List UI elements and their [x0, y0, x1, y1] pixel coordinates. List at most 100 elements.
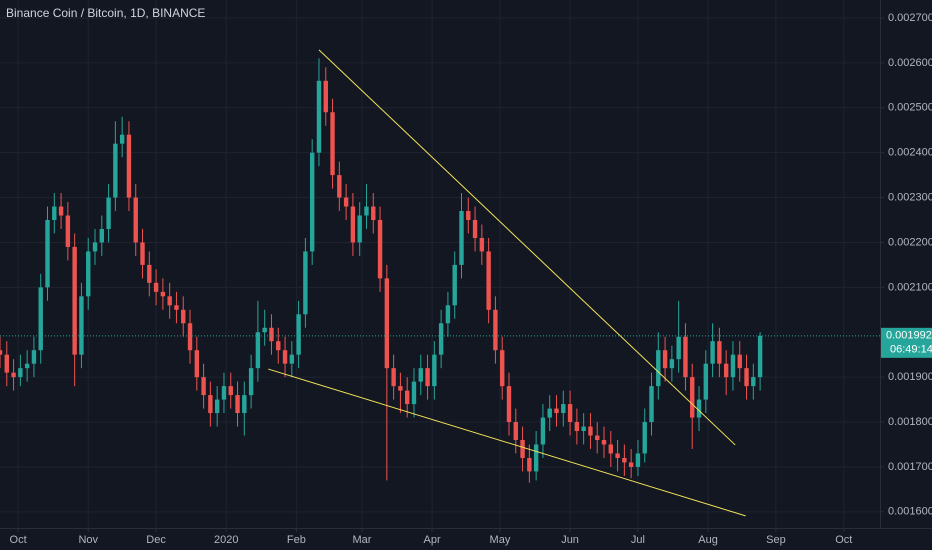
candle-body: [126, 134, 132, 198]
candle-body: [65, 215, 71, 247]
candle-body: [296, 314, 301, 355]
candle-body: [160, 291, 166, 297]
candle-body: [398, 386, 403, 391]
candle-body: [276, 341, 281, 351]
candle-body: [628, 462, 634, 467]
trendline: [268, 368, 746, 517]
candle-body: [513, 422, 518, 440]
candle-body: [411, 381, 417, 405]
candle-body: [228, 386, 233, 396]
candle-body: [24, 363, 30, 369]
candle-body: [438, 323, 444, 355]
candle-body: [730, 354, 736, 378]
countdown: 06:49:14: [890, 344, 932, 356]
candle-body: [337, 175, 342, 198]
candle-body: [194, 350, 200, 378]
candle-body: [418, 368, 423, 382]
candle-body: [567, 404, 573, 423]
candle-body: [11, 372, 16, 378]
candle-body: [601, 440, 607, 445]
candle-body: [0, 350, 3, 355]
candle-body: [289, 354, 295, 364]
candle-body: [119, 134, 125, 144]
x-tick-label: Sep: [766, 534, 786, 546]
candle-body: [751, 377, 756, 387]
candle-body: [255, 332, 261, 369]
candle-body: [561, 404, 566, 414]
candle-body: [86, 251, 91, 297]
candle-body: [242, 395, 247, 414]
x-tick-label: 2020: [214, 534, 238, 546]
candle-body: [696, 399, 702, 418]
x-tick-label: Apr: [424, 534, 441, 546]
candle-body: [391, 368, 396, 387]
candle-body: [445, 305, 451, 324]
candle-body: [635, 453, 641, 467]
candle-body: [4, 354, 9, 373]
candle-body: [432, 354, 437, 387]
candle-body: [459, 211, 464, 265]
candle-body: [479, 237, 485, 252]
candle-body: [723, 363, 729, 378]
candle-body: [208, 395, 213, 414]
candle-body: [153, 282, 159, 292]
candle-body: [520, 440, 525, 458]
x-tick-label: Aug: [698, 534, 718, 546]
candle-body: [316, 80, 322, 153]
candle-body: [350, 206, 356, 243]
candle-body: [181, 309, 186, 324]
candle-body: [357, 215, 362, 243]
candle-body: [364, 206, 369, 216]
candle-body: [574, 422, 580, 432]
plot: [0, 58, 763, 483]
last-price-badge: [881, 327, 932, 358]
candle-body: [486, 251, 491, 310]
candle-body: [92, 242, 98, 252]
candle-body: [472, 220, 478, 238]
candle-body: [262, 327, 267, 333]
candle-body: [676, 336, 681, 360]
candle-body: [527, 457, 532, 472]
candle-body: [31, 350, 37, 364]
candle-body: [58, 206, 64, 216]
candle-body: [371, 206, 376, 220]
candle-body: [72, 246, 77, 355]
candle-body: [140, 242, 145, 265]
candle-body: [187, 323, 193, 351]
chart-title: Binance Coin / Bitcoin, 1D, BINANCE: [6, 6, 205, 20]
x-tick-label: Feb: [287, 534, 306, 546]
candle-body: [547, 408, 552, 418]
candle-body: [282, 350, 288, 364]
x-tick-label: Jul: [631, 534, 645, 546]
candle-body: [717, 341, 722, 364]
candle-body: [174, 305, 179, 310]
candle-body: [588, 426, 593, 436]
candle-body: [330, 112, 335, 176]
candle-body: [554, 408, 559, 414]
x-tick-label: Mar: [352, 534, 371, 546]
y-tick-label: 0.0027000: [888, 12, 932, 24]
candle-body: [38, 287, 43, 351]
trendline: [318, 49, 736, 446]
candle-body: [106, 197, 111, 229]
candle-body: [323, 80, 328, 113]
candle-body: [710, 341, 715, 364]
candle-body: [662, 350, 668, 369]
candle-body: [506, 386, 512, 423]
candle-body: [221, 386, 227, 400]
candle-body: [269, 327, 274, 342]
candle-body: [737, 354, 742, 369]
candle-body: [744, 368, 749, 387]
candle-body: [309, 152, 315, 252]
